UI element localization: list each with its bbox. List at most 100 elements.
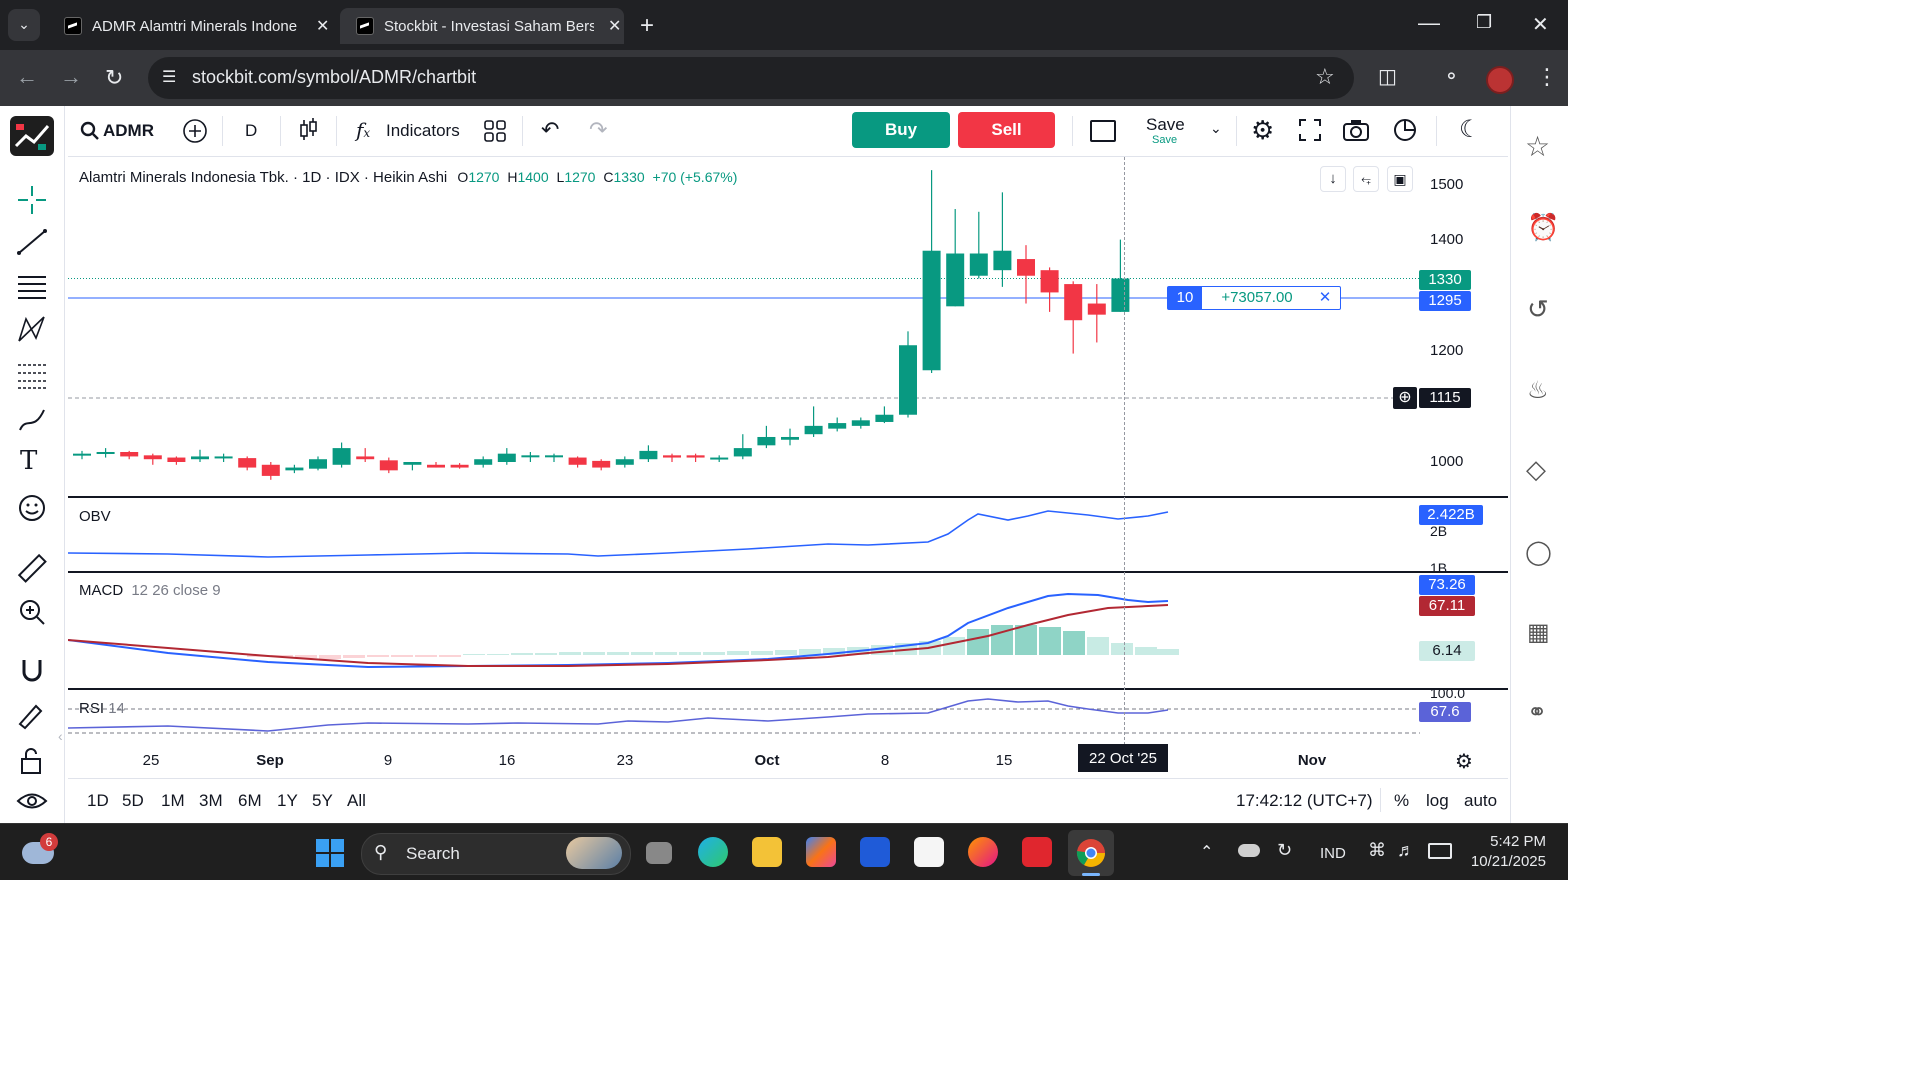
- price-chart-canvas[interactable]: [68, 157, 1420, 497]
- site-info-icon[interactable]: ☰: [162, 69, 177, 86]
- eye-icon[interactable]: [16, 788, 48, 814]
- sell-button[interactable]: Sell: [958, 112, 1055, 148]
- browser-tab-2[interactable]: Stockbit - Investasi Saham Bers ✕: [340, 8, 624, 44]
- reload-icon[interactable]: ↻: [105, 65, 124, 90]
- order-qty[interactable]: 10: [1168, 287, 1202, 309]
- undo-icon[interactable]: ↶: [541, 117, 560, 142]
- edge-browser-icon[interactable]: [698, 837, 728, 867]
- camera-icon[interactable]: [1342, 118, 1370, 142]
- close-tab-icon[interactable]: ✕: [608, 18, 622, 35]
- range-5d[interactable]: 5D: [122, 791, 144, 810]
- search-icon[interactable]: [80, 121, 100, 141]
- close-window-button[interactable]: ✕: [1532, 14, 1549, 36]
- templates-grid-icon[interactable]: [484, 120, 506, 142]
- settings-gear-icon[interactable]: ⚙: [1251, 115, 1275, 145]
- horizontal-lines-icon[interactable]: [16, 272, 48, 300]
- order-line-widget[interactable]: 10 +73057.00 ✕: [1167, 286, 1341, 310]
- compare-add-icon[interactable]: [182, 118, 208, 144]
- range-5y[interactable]: 5Y: [312, 791, 333, 810]
- log-scale-toggle[interactable]: log: [1426, 791, 1449, 810]
- clock-time[interactable]: 5:42 PM: [1490, 833, 1546, 850]
- obv-pane[interactable]: [68, 498, 1420, 571]
- emoji-icon[interactable]: [16, 492, 48, 524]
- buy-button[interactable]: Buy: [852, 112, 950, 148]
- indicators-button[interactable]: Indicators: [386, 121, 460, 140]
- pane-divider[interactable]: [68, 496, 1508, 498]
- timezone-settings-icon[interactable]: ⚙: [1455, 751, 1473, 773]
- percent-scale-toggle[interactable]: %: [1394, 791, 1410, 810]
- save-dropdown-chevron-icon[interactable]: ⌄: [1210, 120, 1222, 136]
- clock-date[interactable]: 10/21/2025: [1470, 853, 1546, 870]
- candle-type-icon[interactable]: [298, 116, 320, 144]
- range-6m[interactable]: 6M: [238, 791, 262, 810]
- crosshair-icon[interactable]: [16, 184, 48, 216]
- macd-pane[interactable]: [68, 573, 1420, 688]
- range-1d[interactable]: 1D: [87, 791, 109, 810]
- pencil-lock-icon[interactable]: [16, 700, 48, 730]
- pane-divider[interactable]: [68, 571, 1508, 573]
- alarm-icon[interactable]: ⏰: [1527, 212, 1560, 242]
- app-icon[interactable]: [860, 837, 890, 867]
- diamond-icon[interactable]: ◇: [1526, 454, 1546, 484]
- zoom-in-icon[interactable]: [16, 596, 48, 628]
- copilot-app-icon[interactable]: [806, 837, 836, 867]
- url-text[interactable]: stockbit.com/symbol/ADMR/chartbit: [192, 67, 477, 87]
- stockbit-logo[interactable]: [10, 116, 54, 156]
- collapse-left-chevron-icon[interactable]: ‹: [58, 728, 63, 744]
- save-button[interactable]: Save: [1146, 115, 1185, 134]
- collapse-icon[interactable]: ⥆: [1353, 166, 1379, 192]
- clock-timezone[interactable]: 17:42:12 (UTC+7): [1236, 791, 1373, 810]
- taskbar-search-label[interactable]: Search: [406, 844, 460, 863]
- close-tab-icon[interactable]: ✕: [316, 18, 330, 35]
- interval-selector[interactable]: D: [245, 121, 258, 140]
- brush-icon[interactable]: [16, 404, 48, 434]
- pane-divider[interactable]: [68, 688, 1508, 690]
- fire-icon[interactable]: ♨: [1527, 377, 1549, 404]
- chart-pie-icon[interactable]: [1393, 118, 1417, 142]
- range-all[interactable]: All: [347, 791, 366, 810]
- calendar-icon[interactable]: ▦: [1527, 619, 1550, 646]
- dark-mode-moon-icon[interactable]: ☾: [1459, 116, 1481, 143]
- trend-line-icon[interactable]: [16, 228, 48, 256]
- wps-office-icon[interactable]: [1022, 837, 1052, 867]
- battery-icon[interactable]: [1428, 843, 1452, 859]
- history-icon[interactable]: ↺: [1527, 294, 1549, 324]
- onedrive-cloud-icon[interactable]: [1238, 844, 1260, 857]
- range-3m[interactable]: 3M: [199, 791, 223, 810]
- back-icon[interactable]: ←: [16, 64, 38, 89]
- support-headset-icon[interactable]: ⚭: [1527, 699, 1548, 726]
- fx-icon[interactable]: fx: [356, 118, 371, 142]
- language-indicator[interactable]: IND: [1320, 845, 1346, 862]
- store-icon[interactable]: [914, 837, 944, 867]
- download-icon[interactable]: ↓: [1320, 166, 1346, 192]
- browser-menu-icon[interactable]: ⋮: [1536, 64, 1558, 89]
- windows-start-icon[interactable]: [315, 838, 345, 868]
- copilot-icon[interactable]: ⚬: [1443, 66, 1460, 88]
- new-tab-button[interactable]: +: [640, 12, 655, 39]
- omnibox[interactable]: [148, 57, 1354, 99]
- glasses-icon[interactable]: ◯: [1525, 539, 1552, 566]
- fib-tool-icon[interactable]: [16, 360, 48, 390]
- layout-icon[interactable]: [1090, 120, 1116, 142]
- redo-icon[interactable]: ↷: [589, 117, 608, 142]
- volume-icon[interactable]: ♬: [1397, 840, 1415, 860]
- profile-avatar[interactable]: [1486, 66, 1514, 94]
- forward-icon[interactable]: →: [60, 64, 82, 89]
- fullscreen-icon[interactable]: [1299, 119, 1321, 141]
- file-explorer-icon[interactable]: [752, 837, 782, 867]
- magnet-icon[interactable]: [16, 656, 48, 686]
- range-1m[interactable]: 1M: [161, 791, 185, 810]
- symbol-search[interactable]: ADMR: [103, 121, 154, 140]
- browser-tab-1[interactable]: ADMR Alamtri Minerals Indone ✕: [48, 8, 336, 44]
- ruler-icon[interactable]: [16, 552, 48, 584]
- bookmark-star-icon[interactable]: ☆: [1315, 64, 1335, 89]
- rsi-pane[interactable]: [68, 690, 1420, 738]
- task-view-icon[interactable]: [646, 842, 672, 864]
- auto-scale-toggle[interactable]: auto: [1464, 791, 1498, 810]
- pattern-tool-icon[interactable]: [16, 314, 48, 344]
- tab-search-button[interactable]: ⌄: [8, 9, 40, 41]
- tray-chevron-up-icon[interactable]: ⌃: [1200, 844, 1214, 861]
- range-1y[interactable]: 1Y: [277, 791, 298, 810]
- watchlist-star-icon[interactable]: ☆: [1525, 131, 1551, 162]
- maximize-pane-icon[interactable]: ▣: [1387, 166, 1413, 192]
